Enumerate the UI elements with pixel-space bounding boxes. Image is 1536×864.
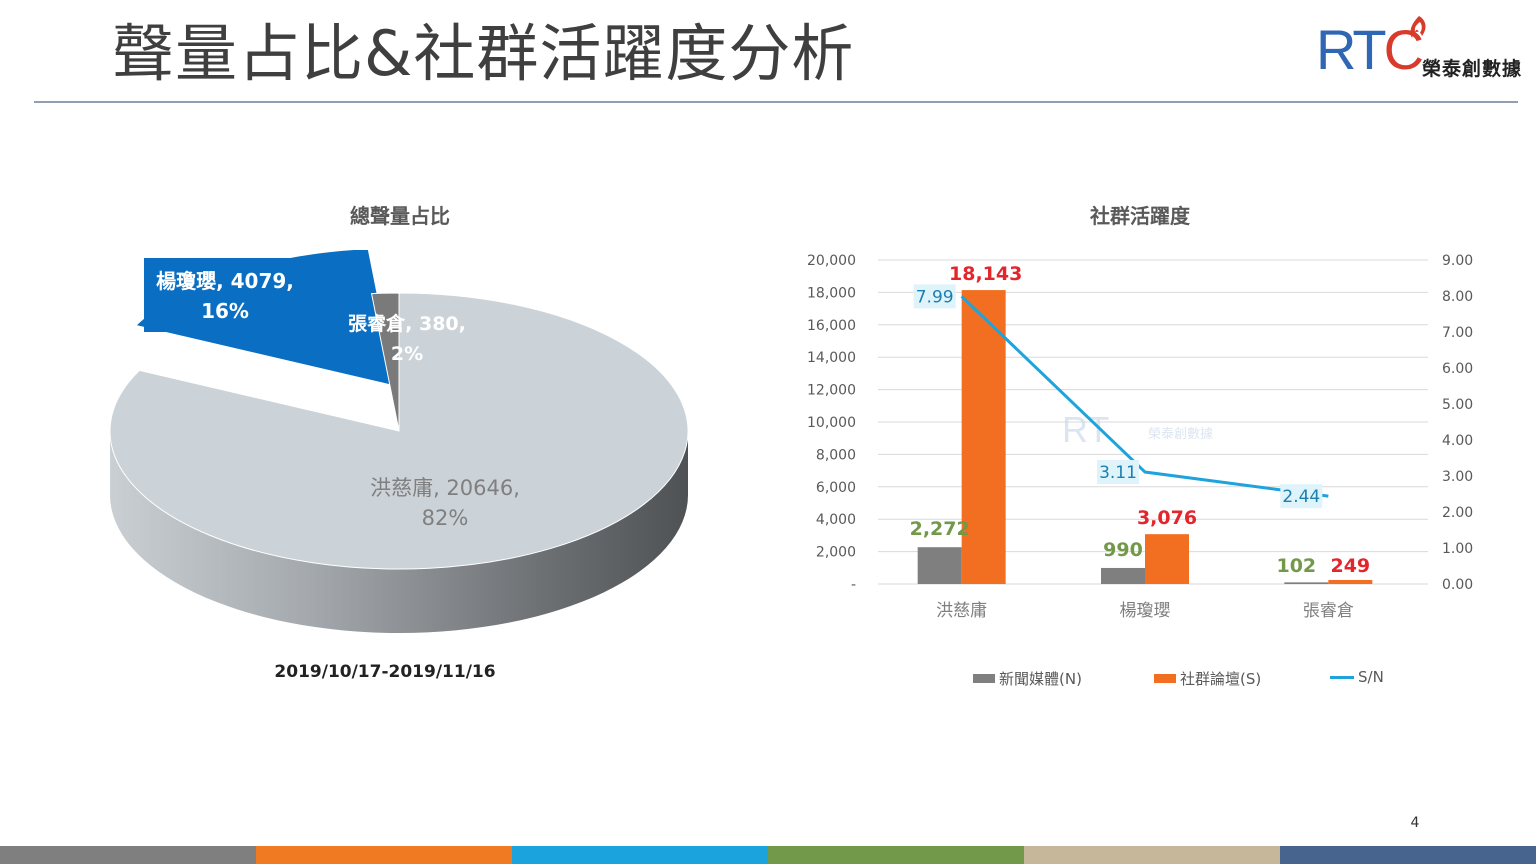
footer-color-bar [0, 846, 1536, 864]
pie-data-label: 洪慈庸, 20646, [370, 476, 520, 500]
footer-segment [256, 846, 512, 864]
combo-chart-title: 社群活躍度 [1090, 204, 1190, 228]
pie-chart: 洪慈庸, 20646, 82% 楊瓊瓔, 4079, 16% 張睿倉, 380, 2% [109, 250, 689, 633]
y-tick-label: 10,000 [807, 415, 856, 431]
title-divider [34, 101, 1518, 103]
date-range: 2019/10/17-2019/11/16 [274, 662, 496, 682]
combo-chart: RT 榮泰創數據 -2,0004,0006,0008,00010,00012,0… [807, 253, 1473, 621]
y-tick-label: 6,000 [816, 480, 856, 496]
legend-sn-swatch [1330, 675, 1354, 679]
pie-label-box [144, 258, 307, 332]
sn-label-box [913, 284, 956, 309]
footer-segment [1280, 846, 1536, 864]
y-tick-label: 8,000 [816, 447, 856, 463]
bar-social [1145, 534, 1189, 584]
y-tick-label: 20,000 [807, 253, 856, 269]
legend-social-forum: 社群論壇(S) [1154, 668, 1261, 689]
sn-data-label: 7.99 [916, 287, 954, 307]
pie-data-label: 楊瓊瓔, 4079, [156, 269, 294, 293]
x-category-label: 洪慈庸 [936, 601, 987, 621]
bar-news [917, 547, 962, 584]
y2-tick-label: 4.00 [1442, 433, 1473, 449]
bar-social-label: 3,076 [1137, 507, 1197, 529]
flame-icon [1410, 16, 1426, 38]
bar-social-label: 18,143 [949, 263, 1022, 285]
x-category-label: 張睿倉 [1303, 601, 1354, 621]
watermark-name: 榮泰創數據 [1148, 427, 1213, 442]
pie-data-label: 張睿倉, 380, [348, 312, 466, 335]
legend-social-label: 社群論壇(S) [1180, 670, 1262, 688]
footer-segment [512, 846, 768, 864]
legend-social-swatch [1154, 674, 1176, 683]
y2-tick-label: 7.00 [1442, 325, 1473, 341]
sn-data-label: 2.44 [1282, 487, 1320, 507]
y2-tick-label: 3.00 [1442, 469, 1473, 485]
x-category-label: 楊瓊瓔 [1120, 601, 1171, 621]
y-tick-label: 14,000 [807, 350, 856, 366]
footer-segment [768, 846, 1024, 864]
bar-news-label: 102 [1276, 555, 1316, 577]
y-tick-label: 16,000 [807, 318, 856, 334]
legend-sn-label: S/N [1358, 668, 1384, 686]
bar-news-label: 2,272 [910, 518, 970, 540]
footer-segment [1024, 846, 1280, 864]
sn-data-label: 3.11 [1099, 463, 1137, 483]
bar-news [1284, 582, 1329, 584]
pie-data-label-percent: 82% [422, 506, 469, 530]
pie-data-label-percent: 2% [391, 343, 423, 365]
sn-line [960, 295, 1329, 498]
logo-company-name: 榮泰創數據 [1422, 58, 1523, 80]
y2-tick-label: 6.00 [1442, 361, 1473, 377]
slide-title: 聲量占比&社群活躍度分析 [112, 17, 855, 90]
y-tick-label: 18,000 [807, 285, 856, 301]
y-tick-label: - [851, 577, 856, 593]
pie-chart-title: 總聲量占比 [350, 204, 450, 228]
y2-tick-label: 2.00 [1442, 505, 1473, 521]
company-logo: RTC 榮泰創數據 [1316, 14, 1530, 80]
y2-tick-label: 8.00 [1442, 289, 1473, 305]
legend-news-media: 新聞媒體(N) [973, 668, 1082, 689]
bar-social [961, 290, 1006, 584]
pie-slice [370, 292, 400, 432]
footer-segment [0, 846, 256, 864]
legend-news-swatch [973, 674, 995, 683]
y2-tick-label: 5.00 [1442, 397, 1473, 413]
y2-tick-label: 1.00 [1442, 541, 1473, 557]
sn-label-box [1097, 460, 1139, 485]
legend-sn-ratio: S/N [1330, 668, 1384, 686]
bar-social-label: 249 [1330, 555, 1370, 577]
page-number: 4 [1410, 815, 1420, 831]
sn-label-box [1280, 484, 1323, 509]
pie-side-wall [110, 431, 688, 633]
y-tick-label: 12,000 [807, 383, 856, 399]
bar-social [1328, 579, 1373, 584]
y2-tick-label: 0.00 [1442, 577, 1473, 593]
y-tick-label: 4,000 [816, 512, 856, 528]
bar-news [1101, 567, 1145, 584]
y2-tick-label: 9.00 [1442, 253, 1473, 269]
pie-data-label-percent: 16% [201, 299, 249, 323]
legend-news-label: 新聞媒體(N) [999, 670, 1082, 688]
bar-news-label: 990 [1103, 539, 1143, 561]
y-tick-label: 2,000 [816, 545, 856, 561]
